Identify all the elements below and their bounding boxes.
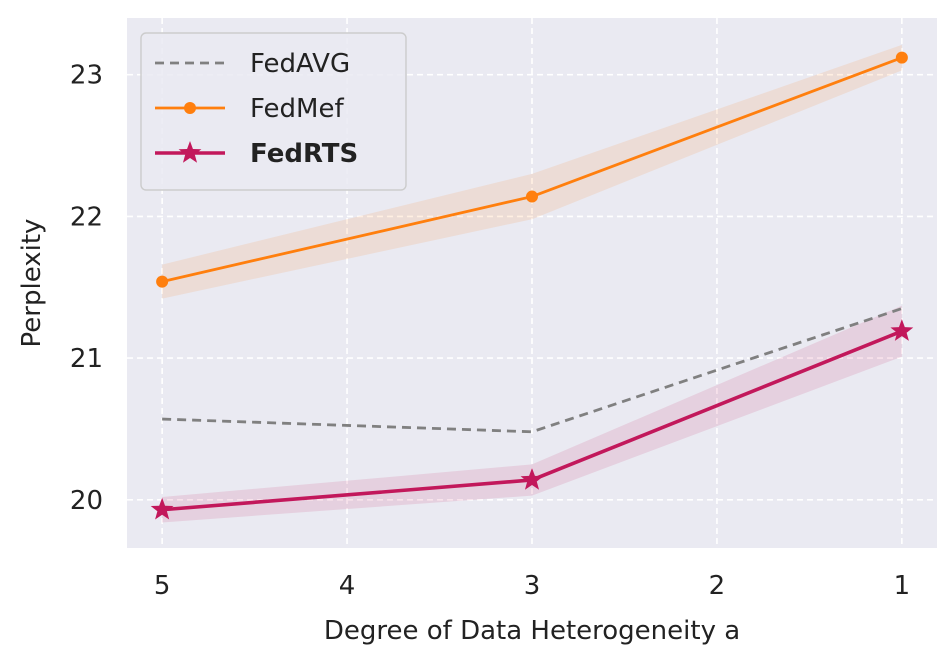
- legend-fedmef-marker: [184, 102, 196, 114]
- fedavg-line: [162, 307, 903, 434]
- y-axis-label: Perplexity: [17, 219, 47, 348]
- legend-box: [140, 32, 407, 191]
- fedmef-band: [162, 44, 902, 299]
- x-tick-label: 1: [894, 571, 911, 601]
- x-tick-label: 5: [154, 571, 171, 601]
- legend-fedmef-label: FedMef: [250, 94, 344, 124]
- y-tick-label: 23: [70, 61, 103, 91]
- fedmef-point: [526, 190, 538, 203]
- fedrts-point: [520, 467, 544, 490]
- legend-fedavg-label: FedAVG: [250, 49, 350, 79]
- fedmef-point: [895, 51, 908, 64]
- y-tick-label: 21: [70, 344, 103, 374]
- x-tick-label: 4: [339, 571, 356, 601]
- y-tick-label: 22: [70, 202, 103, 232]
- legend-fedrts-label: FedRTS: [250, 139, 358, 169]
- fedmef-point: [156, 275, 169, 288]
- fedrts-point: [150, 497, 174, 520]
- legend: FedAVG FedMef FedRTS: [140, 32, 407, 191]
- fedrts-point: [890, 319, 914, 341]
- series-markers: [150, 51, 914, 520]
- x-tick-label: 2: [709, 571, 726, 601]
- x-tick-label: 3: [524, 571, 541, 601]
- x-axis-label: Degree of Data Heterogeneity a: [324, 616, 740, 646]
- y-tick-label: 20: [70, 486, 103, 516]
- legend-fedrts-marker: [178, 141, 202, 163]
